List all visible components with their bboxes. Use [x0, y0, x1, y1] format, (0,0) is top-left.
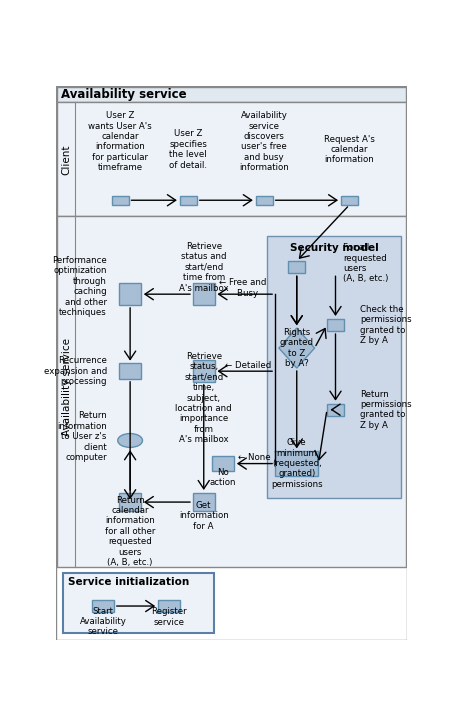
- Bar: [212, 456, 234, 471]
- Text: User Z
wants User A's
calendar
information
for particular
timeframe: User Z wants User A's calendar informati…: [88, 111, 152, 173]
- Bar: [288, 261, 304, 273]
- Text: Give
minimum
(requested,
granted)
permissions: Give minimum (requested, granted) permis…: [270, 439, 322, 489]
- Text: Return
calendar
information
for all other
requested
users
(A, B, etc.): Return calendar information for all othe…: [105, 495, 155, 567]
- Bar: [158, 600, 179, 612]
- Bar: [193, 360, 214, 382]
- Bar: [267, 237, 400, 498]
- Text: Register
service: Register service: [151, 607, 186, 626]
- Text: Client: Client: [61, 145, 71, 175]
- Bar: [193, 493, 214, 511]
- Text: Start
Availability
service: Start Availability service: [79, 607, 126, 636]
- Bar: [326, 319, 343, 331]
- Bar: [193, 283, 214, 305]
- Text: Security model: Security model: [289, 243, 377, 253]
- Bar: [57, 216, 405, 567]
- Text: Recurrence
expansion and
processing: Recurrence expansion and processing: [44, 357, 106, 386]
- Text: Availability service: Availability service: [61, 88, 186, 101]
- Text: Return
permissions
granted to
Z by A: Return permissions granted to Z by A: [359, 390, 411, 430]
- Text: Retrieve
status,
start/end
time,
subject,
locatrion and
importance
from
A's mail: Retrieve status, start/end time, subject…: [175, 352, 231, 444]
- Text: User Z
specifies
the level
of detail.: User Z specifies the level of detail.: [169, 129, 207, 170]
- Bar: [57, 87, 405, 102]
- Bar: [63, 573, 213, 633]
- Bar: [275, 452, 318, 476]
- Bar: [255, 196, 272, 205]
- Text: Get
information
for A: Get information for A: [179, 501, 228, 531]
- Bar: [119, 364, 141, 379]
- Text: ← Detailed: ← Detailed: [224, 360, 271, 370]
- Ellipse shape: [117, 434, 142, 447]
- Bar: [92, 600, 114, 612]
- Text: No
action: No action: [209, 468, 236, 487]
- Text: ← None: ← None: [237, 453, 270, 462]
- Bar: [326, 403, 343, 416]
- Text: Rights
granted
to Z
by A?: Rights granted to Z by A?: [279, 328, 313, 368]
- Text: Request A's
calendar
information: Request A's calendar information: [323, 134, 374, 165]
- Bar: [340, 196, 357, 205]
- Text: ← Free and
    Busy: ← Free and Busy: [218, 278, 266, 298]
- Bar: [111, 196, 128, 205]
- Text: Return
information
to User z's
client
computer: Return information to User z's client co…: [57, 411, 106, 462]
- Text: Performance
optimization
through
caching
and other
techniques: Performance optimization through caching…: [52, 256, 106, 317]
- Bar: [119, 493, 141, 511]
- Text: For all
requested
users
(A, B, etc.): For all requested users (A, B, etc.): [342, 243, 388, 283]
- Text: Retrieve
status and
start/end
time from
A's mailbox: Retrieve status and start/end time from …: [179, 242, 228, 293]
- Polygon shape: [278, 328, 314, 368]
- Text: Check the
permissions
granted to
Z by A: Check the permissions granted to Z by A: [359, 305, 411, 345]
- Bar: [179, 196, 196, 205]
- Bar: [119, 283, 141, 305]
- Text: Availability service: Availability service: [61, 338, 71, 436]
- Text: Availability
service
discovers
user's free
and busy
information: Availability service discovers user's fr…: [239, 111, 289, 173]
- Bar: [57, 102, 405, 216]
- Text: Service initialization: Service initialization: [68, 577, 189, 587]
